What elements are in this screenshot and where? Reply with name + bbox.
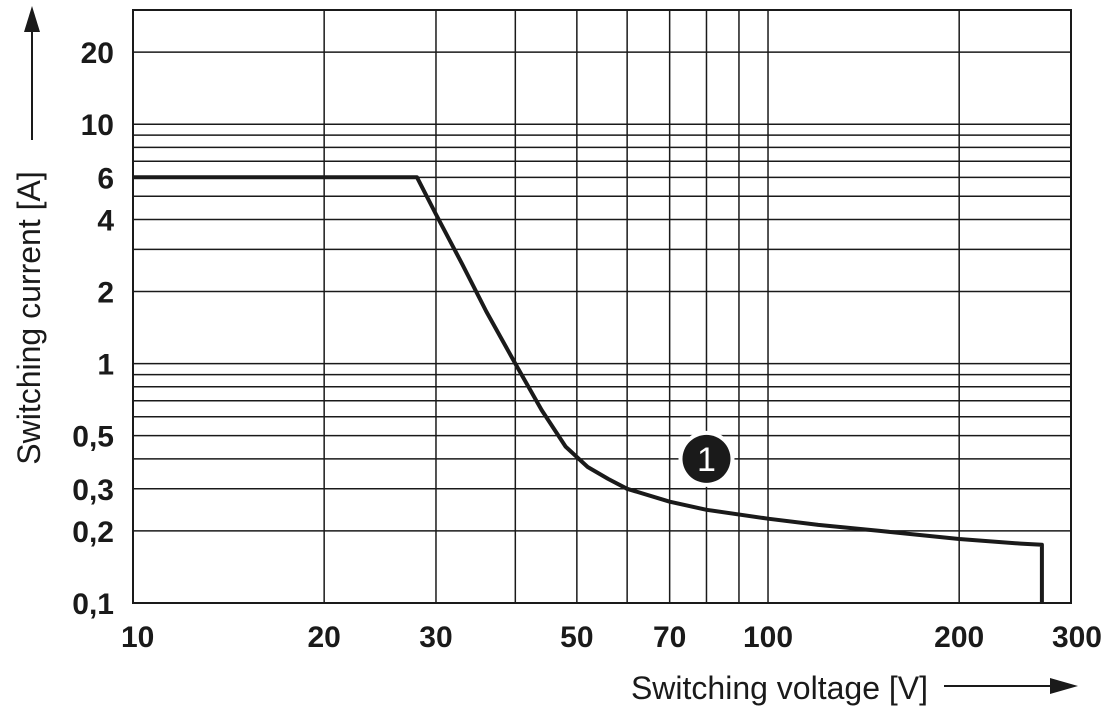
y-tick-label: 4: [97, 204, 114, 237]
x-tick-label: 100: [743, 621, 793, 654]
series-layer: [133, 175, 1044, 603]
annotation-layer: 1: [678, 430, 735, 487]
y-tick-label: 0,2: [72, 516, 114, 549]
y-tick-label: 1: [97, 349, 114, 382]
x-tick-label: 50: [560, 621, 593, 654]
x-tick-label: 70: [653, 621, 686, 654]
tick-labels: 10 20 30 50 70 100 200 300 0,1 0,2 0,3 0,5 1 2 4 6 10 20: [72, 37, 1102, 654]
series-line: [133, 175, 1044, 603]
plot-frame: [132, 9, 1072, 604]
x-tick-label: 300: [1052, 621, 1102, 654]
y-axis-arrow-icon: [24, 6, 40, 32]
grid: [133, 10, 1071, 603]
x-tick-label: 10: [121, 621, 154, 654]
x-axis-arrow-icon: [1050, 678, 1078, 694]
x-tick-label: 20: [307, 621, 340, 654]
y-tick-label: 10: [81, 109, 114, 142]
y-tick-label: 6: [97, 162, 114, 195]
y-tick-label: 0,1: [72, 588, 114, 621]
x-axis-title: Switching voltage [V]: [631, 670, 928, 706]
axes: Switching current [A] Switching voltage …: [11, 6, 1078, 706]
annotation-marker: [682, 434, 731, 483]
y-tick-label: 20: [81, 37, 114, 70]
y-tick-label: 2: [97, 277, 114, 310]
y-tick-label: 0,3: [72, 474, 114, 507]
annotation-label: 1: [697, 441, 716, 479]
x-tick-label: 30: [419, 621, 452, 654]
y-axis-title: Switching current [A]: [11, 171, 47, 464]
x-tick-label: 200: [934, 621, 984, 654]
y-tick-label: 0,5: [72, 421, 114, 454]
